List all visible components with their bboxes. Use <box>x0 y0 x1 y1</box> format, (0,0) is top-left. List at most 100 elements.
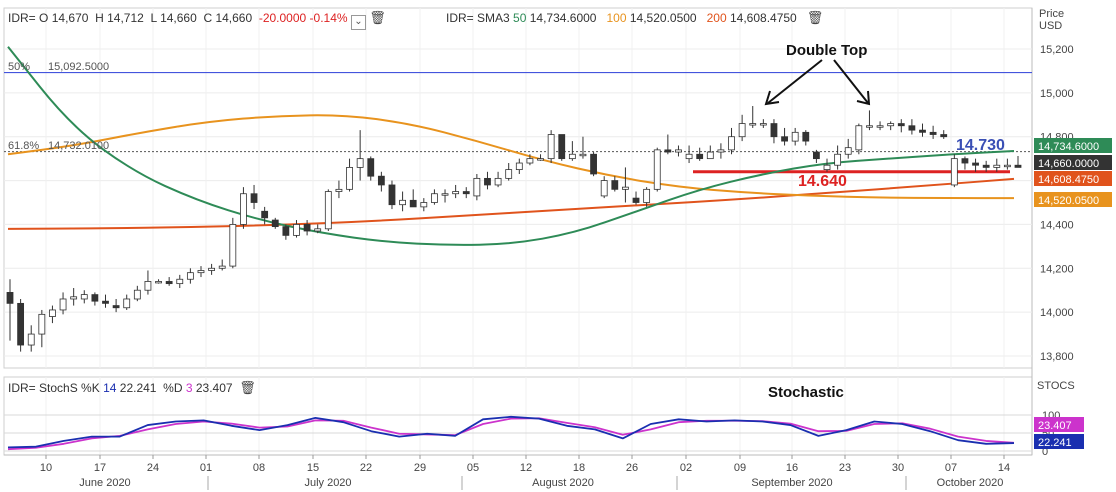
candle-body <box>1003 164 1011 168</box>
sma200-period: 200 <box>706 11 727 25</box>
price-tick-label: 14,000 <box>1040 307 1074 319</box>
fib50-label: 50% <box>8 61 30 73</box>
collapse-toggle-icon[interactable]: ⌄ <box>350 15 366 30</box>
day-label: 08 <box>253 462 265 474</box>
candle-body <box>133 289 141 300</box>
candle-body <box>155 281 162 284</box>
candle-body <box>6 292 14 304</box>
price-panel-border <box>3 7 1033 369</box>
candle-body <box>282 226 290 236</box>
candle-body <box>590 153 597 175</box>
tag-sma200: 14,608.4750 <box>1034 171 1112 186</box>
price-tick-label: 14,200 <box>1040 263 1074 275</box>
price-tick-label: 15,200 <box>1040 44 1074 56</box>
candle-body <box>696 153 704 160</box>
candle-body <box>802 131 810 142</box>
month-label: July 2020 <box>304 477 351 489</box>
candle-body <box>866 125 873 128</box>
candle-body <box>17 302 25 346</box>
trash-icon[interactable]: 🗑 <box>806 10 824 25</box>
candle-body <box>462 191 470 195</box>
tag-sma200-bg <box>1034 171 1112 186</box>
day-label: 17 <box>94 462 106 474</box>
candle-body <box>59 298 67 311</box>
sma-legend: IDR= SMA3 50 14,734.6000 100 14,520.0500… <box>446 10 823 26</box>
candle-body <box>791 131 799 142</box>
candle-body <box>834 153 842 166</box>
day-label: 26 <box>626 462 638 474</box>
candles <box>6 106 1022 352</box>
stoch-k-line <box>7 415 1015 449</box>
candle-body <box>27 333 35 346</box>
candle-body <box>240 193 247 225</box>
price-axis-title: Price <box>1039 8 1064 20</box>
candle-body <box>600 180 608 197</box>
candle-body <box>972 162 979 166</box>
candle-body <box>80 294 88 300</box>
day-label: 15 <box>307 462 319 474</box>
month-label: August 2020 <box>532 477 594 489</box>
candle-body <box>993 164 1001 168</box>
candle-body <box>293 224 300 236</box>
fib618-value: 14,732.0100 <box>48 140 109 152</box>
candle-body <box>335 188 343 192</box>
high-value: 14,712 <box>107 11 144 25</box>
trash-icon[interactable]: 🗑 <box>369 10 386 25</box>
candle-body <box>568 153 576 160</box>
candle-body <box>950 158 958 186</box>
tag-stoch-d-bg <box>1034 417 1084 432</box>
sma50-line <box>7 46 1015 246</box>
candle-body <box>749 123 757 126</box>
open-label: O <box>39 11 49 25</box>
candle-body <box>547 134 555 160</box>
stoch-axis-title: STOCS <box>1037 380 1075 392</box>
candle-body <box>706 151 714 160</box>
month-label: June 2020 <box>79 477 130 489</box>
candle-body <box>388 184 396 206</box>
fib-lines <box>4 71 1032 174</box>
candle-body <box>441 193 449 196</box>
candle-body <box>218 265 226 269</box>
candle-body <box>123 298 131 309</box>
change-value: -20.0000 <box>258 11 307 25</box>
candle-body <box>887 123 895 127</box>
candle-body <box>229 224 237 267</box>
day-label: 24 <box>147 462 159 474</box>
candle-body <box>611 180 619 190</box>
candle-body <box>250 193 258 203</box>
tag-stoch-d: 23.407 <box>1034 417 1084 432</box>
candle-body <box>431 193 438 203</box>
tag-sma200-text: 14,608.4750 <box>1038 174 1099 186</box>
candle-body <box>908 125 916 131</box>
day-label: 22 <box>360 462 372 474</box>
high-label: H <box>95 11 104 25</box>
candle-body <box>346 167 353 190</box>
tag-stoch-k: 22.241 <box>1034 434 1084 449</box>
trash-icon[interactable]: 🗑 <box>239 380 256 395</box>
double-top-arrowhead-right <box>856 90 871 106</box>
stoch-k-label: %K <box>81 381 100 395</box>
candle-body <box>823 164 831 171</box>
stoch-d-label: %D <box>163 381 183 395</box>
candle-body <box>579 153 587 157</box>
candle-body <box>664 149 672 153</box>
candle-body <box>526 158 534 164</box>
candle-body <box>324 191 332 230</box>
level-14730-label: 14.730 <box>956 137 1005 154</box>
sma200-value: 14,608.4750 <box>729 11 797 25</box>
price-tick-label: 14,400 <box>1040 219 1074 231</box>
stoch-k-period: 14 <box>103 381 117 395</box>
candle-body <box>770 123 778 138</box>
price-axis-unit: USD <box>1039 20 1062 32</box>
day-label: 23 <box>839 462 851 474</box>
sma100-line <box>7 114 1014 200</box>
candle-body <box>144 281 152 291</box>
candle-body <box>738 123 746 138</box>
tag-close-bg <box>1034 155 1112 170</box>
candle-body <box>91 294 99 302</box>
candle-body <box>505 169 513 179</box>
tag-sma100-text: 14,520.0500 <box>1038 195 1099 207</box>
low-label: L <box>150 11 157 25</box>
candle-body <box>494 177 502 186</box>
candle-body <box>813 151 820 160</box>
